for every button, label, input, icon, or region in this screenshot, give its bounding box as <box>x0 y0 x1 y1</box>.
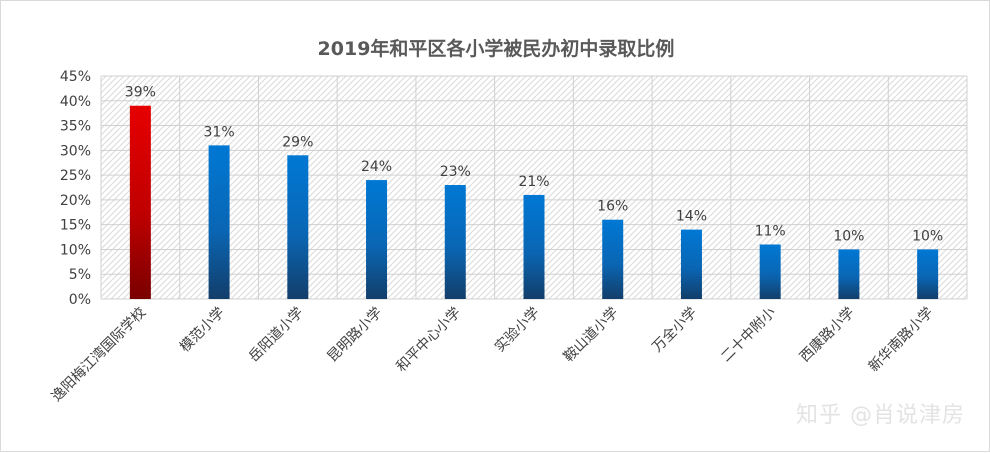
x-tick-label: 实验小学 <box>492 305 543 356</box>
y-tick-label: 40% <box>60 94 91 110</box>
y-tick-label: 35% <box>60 119 91 135</box>
data-label: 31% <box>204 124 235 140</box>
data-label: 10% <box>912 228 943 244</box>
x-tick-label: 和平中心小学 <box>393 305 464 376</box>
y-tick-label: 45% <box>60 69 91 85</box>
bar <box>838 249 860 299</box>
y-tick-label: 20% <box>60 193 91 209</box>
bar <box>917 249 939 299</box>
bar <box>444 185 466 299</box>
data-label: 11% <box>755 223 786 239</box>
bar <box>602 219 624 299</box>
data-label: 21% <box>518 174 549 190</box>
data-label: 14% <box>676 209 707 225</box>
y-tick-label: 0% <box>69 292 91 308</box>
watermark: 知乎 @肖说津房 <box>796 403 965 428</box>
bar <box>759 244 781 299</box>
bar <box>208 145 230 299</box>
data-label: 10% <box>833 228 864 244</box>
data-label: 29% <box>282 134 313 150</box>
bar <box>680 229 702 299</box>
y-tick-label: 15% <box>60 218 91 234</box>
x-tick-label: 模范小学 <box>176 304 228 356</box>
bar <box>129 105 151 299</box>
y-tick-label: 30% <box>60 143 91 159</box>
data-label: 16% <box>597 199 628 215</box>
x-tick-label: 昆明路小学 <box>325 305 386 366</box>
x-tick-label: 岳阳道小学 <box>246 305 307 366</box>
y-tick-label: 25% <box>60 168 91 184</box>
data-label: 23% <box>440 164 471 180</box>
bar <box>366 180 388 299</box>
bar <box>523 194 545 299</box>
x-tick-label: 万全小学 <box>649 304 701 356</box>
bars <box>129 105 939 299</box>
data-label: 24% <box>361 159 392 175</box>
x-tick-label: 鞍山道小学 <box>561 305 622 366</box>
chart-title: 2019年和平区各小学被民办初中录取比例 <box>318 37 675 60</box>
x-tick-label: 西康路小学 <box>796 304 858 366</box>
y-tick-label: 10% <box>60 242 91 258</box>
x-tick-label: 逸阳梅江湾国际学校 <box>48 304 149 405</box>
y-tick-label: 5% <box>69 267 91 283</box>
data-label: 39% <box>125 85 156 101</box>
y-axis: 0% 5% 10% 15% 20% 25% 30% 35% 40% 45% <box>60 69 91 308</box>
data-labels: 39% 31% 29% 24% 23% 21% 16% 14% 11% 10% 10% <box>125 85 943 245</box>
bar <box>287 155 309 299</box>
x-tick-label: 新华南路小学 <box>866 305 937 376</box>
x-axis: 逸阳梅江湾国际学校 模范小学 岳阳道小学 昆明路小学 和平中心小学 实验小学 鞍山道小学 万全… <box>48 304 936 405</box>
x-tick-label: 二十中附小 <box>718 305 779 366</box>
